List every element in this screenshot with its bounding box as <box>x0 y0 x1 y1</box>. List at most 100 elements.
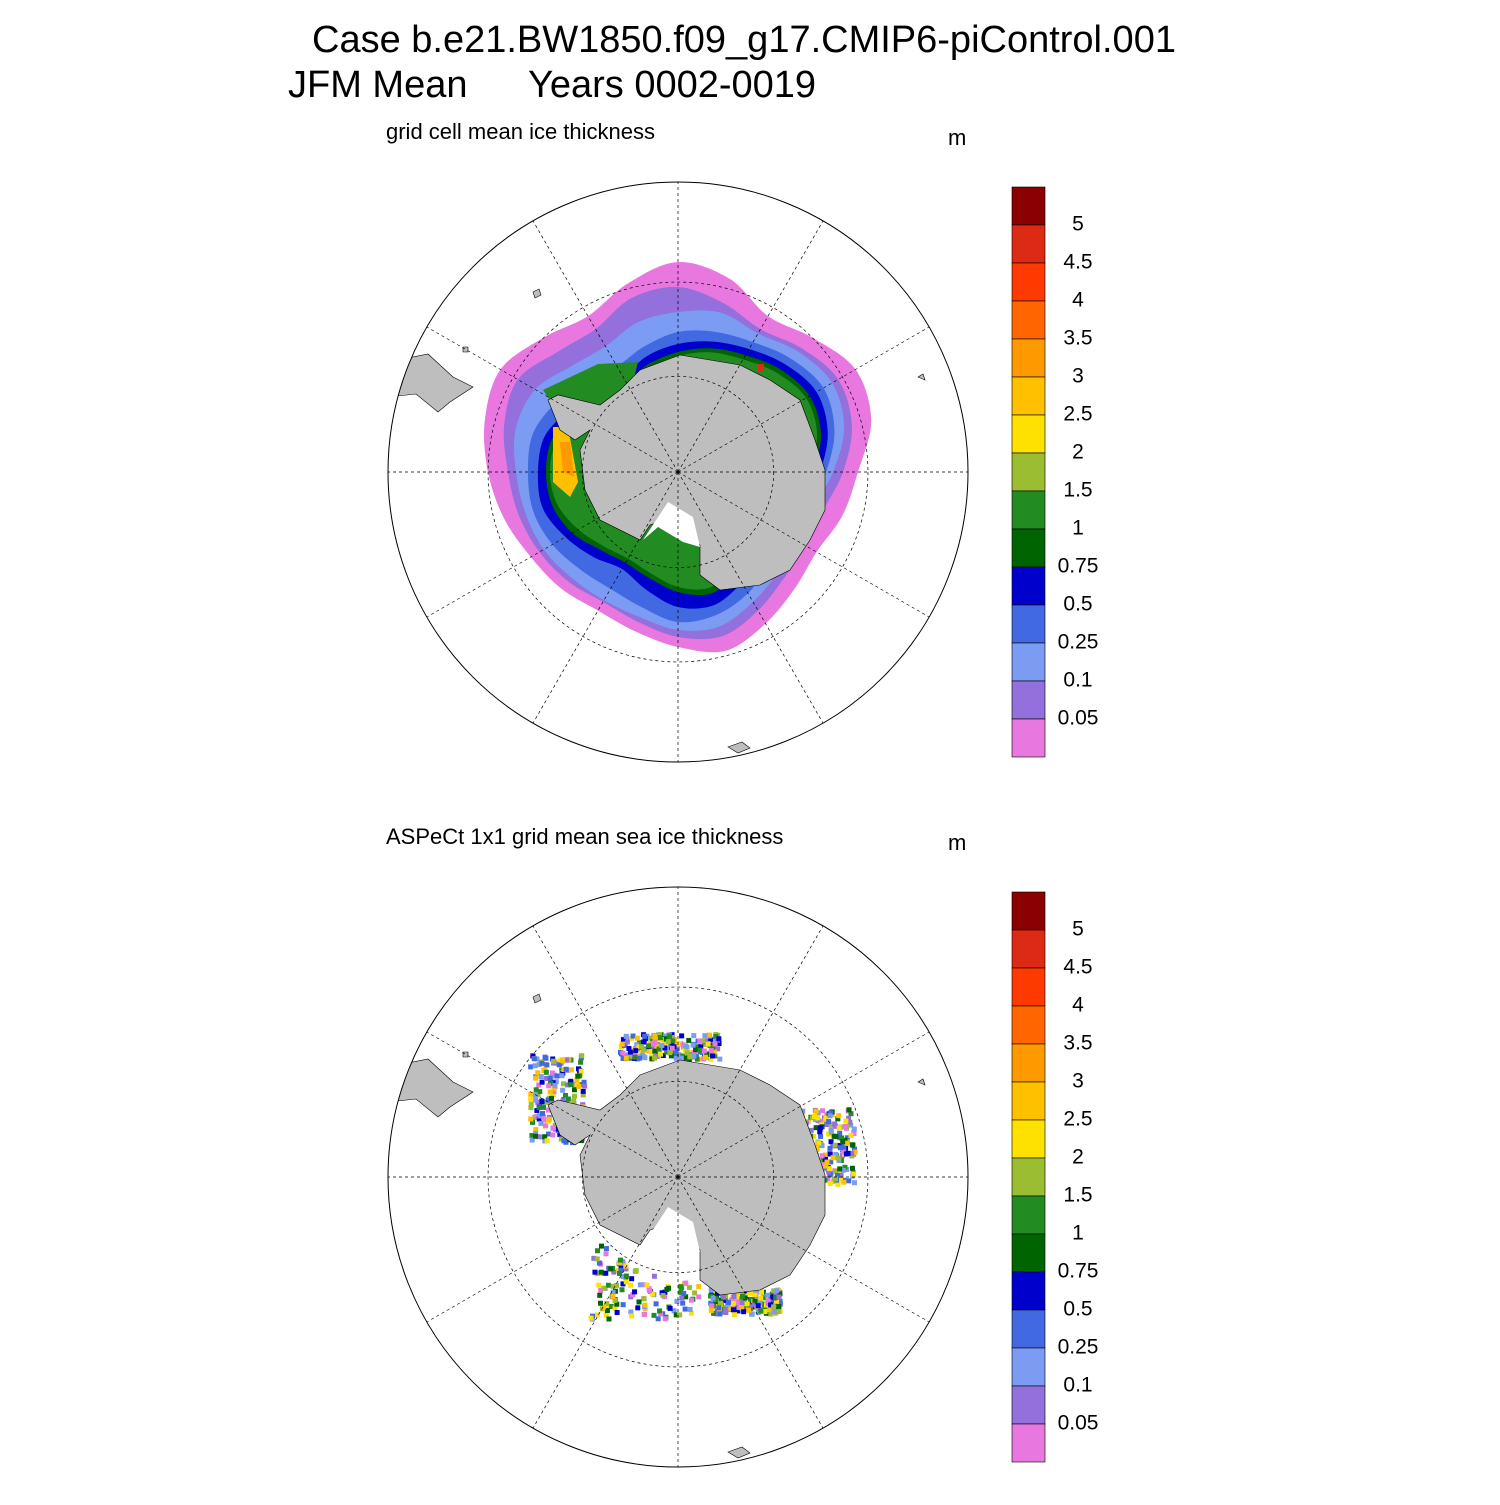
observation-cell <box>633 1048 639 1054</box>
observation-cell <box>708 1287 714 1293</box>
observation-cell <box>840 1149 846 1155</box>
observation-cell <box>611 1269 617 1275</box>
observation-cell <box>823 1156 829 1162</box>
observation-cell <box>741 1309 747 1315</box>
observation-cell <box>636 1040 642 1046</box>
colorbar-label: 4.5 <box>1063 251 1092 274</box>
observation-cell <box>714 1293 720 1299</box>
meridian-line <box>677 471 930 618</box>
observation-cell <box>800 1108 806 1114</box>
observation-cell <box>662 1316 668 1322</box>
observation-cell <box>649 1056 655 1062</box>
observation-cell <box>686 1037 692 1043</box>
observation-cell <box>835 1116 841 1122</box>
observation-cell <box>533 1130 539 1136</box>
observation-cell <box>682 1047 688 1053</box>
observation-cell <box>575 1066 581 1072</box>
meridian-line <box>532 220 679 473</box>
observation-cell <box>620 1050 626 1056</box>
observation-cell <box>612 1305 618 1311</box>
observation-cell <box>641 1039 647 1045</box>
observation-cell <box>662 1033 668 1039</box>
observation-cell <box>692 1290 698 1296</box>
meridian-line <box>677 1176 824 1429</box>
observation-cell <box>601 1285 607 1291</box>
observation-cell <box>575 1073 581 1079</box>
observation-cell <box>646 1288 652 1294</box>
observation-cell <box>655 1316 661 1322</box>
observation-cell <box>830 1155 836 1161</box>
observation-cell <box>642 1033 648 1039</box>
years: Years 0002-0019 <box>528 64 816 106</box>
observation-cell <box>833 1134 839 1140</box>
observation-cell <box>841 1179 847 1185</box>
observation-cell <box>683 1280 689 1286</box>
observation-cell <box>630 1292 636 1298</box>
observation-cell <box>534 1056 540 1062</box>
observation-cell <box>529 1119 535 1125</box>
observation-cell <box>670 1038 676 1044</box>
observation-cell <box>776 1294 782 1300</box>
observation-cell <box>652 1039 658 1045</box>
meridian-line <box>426 471 679 618</box>
observation-cell <box>774 1298 780 1304</box>
observation-cell <box>851 1171 857 1177</box>
observation-cell <box>679 1295 685 1301</box>
observation-cell <box>568 1067 574 1073</box>
observation-cell <box>560 1081 566 1087</box>
observation-cell <box>833 1176 839 1182</box>
observation-cell <box>684 1050 690 1056</box>
observation-cell <box>547 1075 553 1081</box>
observation-cell <box>598 1269 604 1275</box>
observation-cell <box>710 1295 716 1301</box>
observation-cell <box>734 1294 740 1300</box>
observation-cell <box>544 1138 550 1144</box>
observation-cell <box>528 1116 534 1122</box>
observation-cell <box>652 1048 658 1054</box>
land-south-america <box>388 353 474 413</box>
observation-cell <box>571 1087 577 1093</box>
observation-cell <box>706 1032 712 1038</box>
colorbar-label: 4 <box>1072 289 1084 312</box>
observation-cell <box>827 1145 833 1151</box>
observation-cell <box>528 1096 534 1102</box>
observation-cell <box>819 1143 825 1149</box>
observation-cell <box>595 1248 601 1254</box>
observation-cell <box>749 1311 755 1317</box>
colorbar-label: 2.5 <box>1063 1108 1092 1131</box>
observation-cell <box>836 1170 842 1176</box>
observation-cell <box>673 1312 679 1318</box>
observation-cell <box>768 1311 774 1317</box>
observation-cell <box>706 1051 712 1057</box>
observation-cell <box>755 1303 761 1309</box>
map-content <box>388 887 968 1467</box>
observation-cell <box>596 1260 602 1266</box>
observation-cell <box>841 1145 847 1151</box>
observation-cell <box>716 1036 722 1042</box>
observation-cell <box>837 1145 843 1151</box>
observation-cell <box>588 1315 594 1321</box>
observation-cell <box>663 1036 669 1042</box>
observation-cell <box>835 1181 841 1187</box>
observation-cell <box>620 1274 626 1280</box>
observation-cell <box>545 1107 551 1113</box>
observation-cell <box>852 1149 858 1155</box>
observation-cell <box>768 1302 774 1308</box>
observation-cell <box>542 1134 548 1140</box>
observation-cell <box>603 1246 609 1252</box>
observation-cell <box>710 1053 716 1059</box>
observation-cell <box>825 1176 831 1182</box>
observation-cell <box>680 1300 686 1306</box>
observation-cell <box>708 1307 714 1313</box>
meridian-line <box>677 1176 930 1323</box>
observation-cell <box>581 1079 587 1085</box>
colorbar-label: 2 <box>1072 1146 1084 1169</box>
observation-cell <box>693 1054 699 1060</box>
colorbar-box <box>1011 967 1046 1007</box>
observation-cell <box>539 1134 545 1140</box>
observation-cell <box>662 1045 668 1051</box>
observation-cell <box>639 1044 645 1050</box>
observation-cell <box>610 1289 616 1295</box>
observation-cell <box>671 1308 677 1314</box>
observation-cell <box>712 1041 718 1047</box>
